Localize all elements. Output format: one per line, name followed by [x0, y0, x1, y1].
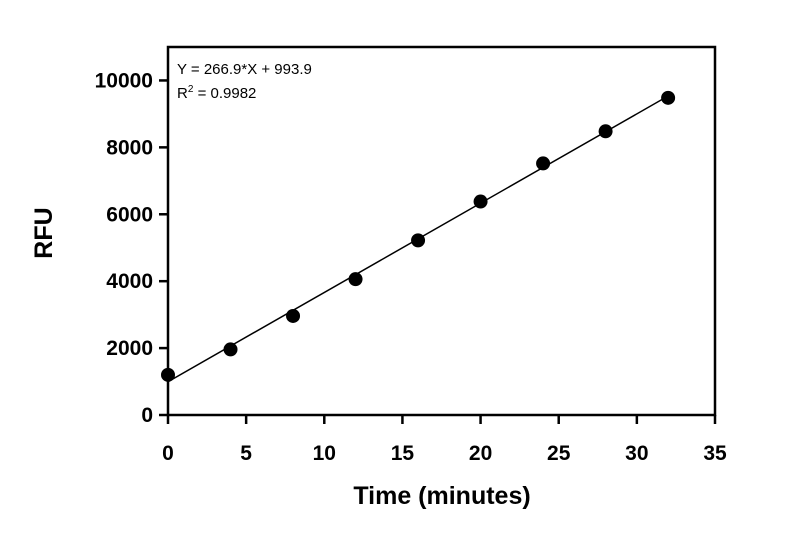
- x-axis-title: Time (minutes): [353, 482, 530, 510]
- y-tick-label: 10000: [95, 69, 153, 92]
- data-point: [411, 233, 426, 248]
- r-squared-annotation: R2 = 0.9982: [177, 84, 256, 102]
- regression-equation: Y = 266.9*X + 993.9: [177, 61, 312, 78]
- axes: [166, 45, 717, 417]
- y-tick-label: 2000: [106, 337, 153, 360]
- y-tick-label: 0: [141, 404, 153, 427]
- x-tick-label: 25: [547, 442, 571, 465]
- y-tick-label: 6000: [106, 203, 153, 226]
- x-tick-label: 0: [162, 442, 174, 465]
- y-tick-label: 8000: [106, 136, 153, 159]
- data-point: [473, 194, 488, 209]
- y-axis-title: RFU: [30, 207, 58, 258]
- data-point: [536, 156, 551, 171]
- r-squared-value: = 0.9982: [193, 85, 256, 102]
- y-tick-label: 4000: [106, 270, 153, 293]
- r-squared-superscript: 2: [188, 84, 194, 95]
- plot-frame: [166, 45, 717, 417]
- data-point: [598, 124, 613, 139]
- x-tick-label: 35: [703, 442, 727, 465]
- ticks: 0 5 10 15 20 25 30 35 0 2000 4000 6000 8000 10000: [95, 69, 727, 465]
- data-point: [223, 342, 238, 357]
- x-tick-label: 30: [625, 442, 648, 465]
- r-squared-prefix: R: [177, 85, 188, 102]
- x-tick-label: 10: [313, 442, 336, 465]
- data-point: [286, 308, 301, 323]
- data-point: [661, 90, 676, 105]
- x-tick-label: 15: [391, 442, 415, 465]
- data-point: [161, 367, 175, 382]
- x-tick-label: 20: [469, 442, 492, 465]
- data-points: [161, 90, 676, 382]
- x-tick-label: 5: [240, 442, 252, 465]
- data-point: [348, 272, 363, 287]
